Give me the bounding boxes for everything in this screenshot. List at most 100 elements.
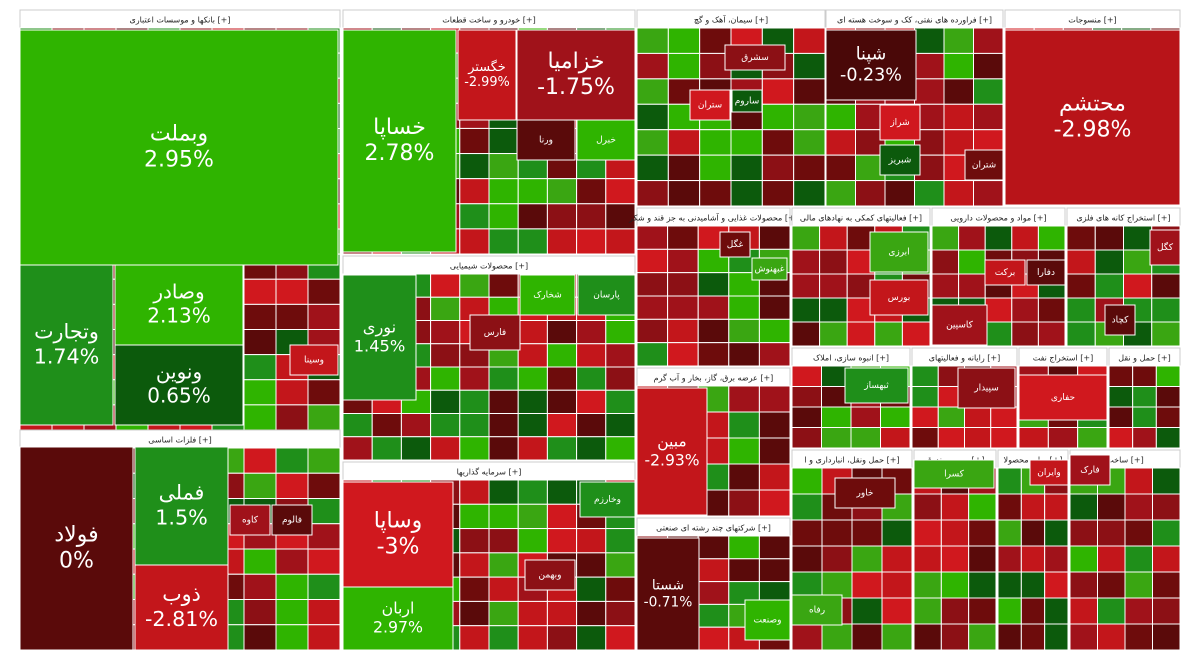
filler-tile (430, 389, 461, 414)
filler-tile (517, 528, 548, 554)
filler-tile (699, 154, 732, 182)
sector-group: ساخت [+] فارک (1069, 449, 1181, 651)
sector-title: منسوجات [+] (1068, 16, 1116, 25)
filler-tile (1097, 519, 1126, 547)
filler-tile (605, 320, 636, 345)
filler-tile (997, 571, 1022, 599)
filler-tile (793, 27, 826, 54)
filler-tile (697, 342, 730, 367)
stock-tile (19, 264, 114, 426)
filler-tile (1037, 225, 1066, 251)
filler-tile (758, 318, 791, 344)
filler-tile (881, 597, 913, 625)
stock-name: کاسپین (946, 321, 974, 331)
filler-tile (307, 548, 341, 575)
filler-tile (984, 225, 1013, 251)
filler-tile (761, 103, 795, 131)
filler-tile (791, 493, 823, 521)
filler-tile (488, 552, 519, 578)
stock-name: وسینا (304, 356, 324, 366)
sector-title: رایانه و فعالیتهای [+] (929, 354, 1001, 363)
filler-tile (243, 303, 277, 330)
stock-name: فملی (159, 481, 205, 505)
filler-tile (430, 343, 461, 368)
sector-title: استخراج کانه های فلزی [+] (1076, 214, 1170, 223)
filler-tile (874, 321, 903, 347)
stock-tile (342, 586, 454, 651)
filler-tile (342, 413, 373, 438)
stock-tile (114, 344, 244, 426)
filler-tile (459, 413, 490, 438)
filler-tile (307, 303, 341, 330)
filler-tile (1152, 623, 1181, 651)
filler-tile (605, 228, 636, 255)
sector-group: مواد و محصولات دارویی [+] برکت کاسپین دفارا (931, 207, 1066, 347)
filler-tile (793, 154, 826, 182)
filler-tile (307, 624, 341, 651)
filler-tile (697, 558, 730, 583)
filler-tile (1020, 493, 1046, 521)
filler-tile (488, 625, 519, 651)
filler-tile (1097, 597, 1126, 625)
filler-tile (576, 600, 607, 627)
stock-tile (524, 559, 576, 591)
stock-tile (964, 149, 1004, 181)
filler-tile (997, 519, 1022, 547)
filler-tile (968, 571, 997, 599)
filler-tile (459, 228, 490, 255)
stock-change: 1.74% (34, 344, 100, 368)
filler-tile (914, 27, 945, 54)
filler-tile (819, 273, 848, 299)
filler-tile (517, 413, 548, 438)
filler-tile (546, 600, 578, 627)
filler-tile (459, 366, 490, 391)
filler-tile (488, 228, 519, 255)
filler-tile (243, 379, 277, 406)
stock-name: وتجارت (34, 320, 99, 344)
filler-tile (964, 427, 992, 449)
filler-tile (605, 389, 636, 414)
filler-tile (430, 366, 461, 391)
filler-tile (243, 354, 277, 381)
filler-tile (943, 103, 974, 131)
filler-tile (576, 203, 607, 230)
filler-tile (517, 366, 548, 391)
sector-group: سایر محصولا [+]وایران (997, 449, 1069, 651)
filler-tile (307, 573, 341, 600)
filler-tile (884, 180, 915, 207)
filler-tile (758, 558, 791, 583)
sector-group: فراورده های نفتی، کک و سوخت هسته ای [+] ش… (825, 9, 1004, 207)
filler-tile (791, 406, 822, 428)
stock-name: وصادر (152, 280, 204, 304)
sector-group: فعالیتهای کمکی به نهادهای مالی [+] ابرزی ب… (791, 207, 931, 347)
filler-tile (576, 625, 607, 651)
filler-tile (697, 272, 730, 297)
filler-tile (730, 129, 763, 156)
stock-name: خزامیا (548, 49, 605, 74)
filler-tile (1132, 406, 1157, 428)
filler-tile (1132, 365, 1157, 387)
filler-tile (973, 103, 1004, 131)
filler-tile (943, 52, 974, 80)
filler-tile (307, 404, 341, 431)
stock-tile (469, 314, 521, 351)
filler-tile (1069, 545, 1098, 573)
filler-tile (546, 343, 578, 368)
filler-tile (636, 318, 669, 344)
stock-tile (834, 477, 896, 509)
sector-group: انبوه سازی، املاک [+] ثبهساز (791, 347, 911, 449)
stock-name: ستران (698, 101, 722, 111)
sector-title: استخراج نفت [+] (1033, 354, 1093, 363)
filler-tile (546, 320, 578, 345)
stock-name: سشرق (741, 53, 769, 63)
filler-tile (997, 597, 1022, 625)
filler-tile (1097, 571, 1126, 599)
filler-tile (517, 625, 548, 651)
filler-tile (931, 249, 960, 275)
filler-tile (605, 576, 636, 602)
sector-title: شرکتهای چند رشته ای صنعتی [+] (656, 524, 771, 533)
filler-tile (517, 600, 548, 627)
filler-tile (913, 571, 942, 599)
filler-tile (819, 249, 848, 275)
filler-tile (243, 548, 277, 575)
